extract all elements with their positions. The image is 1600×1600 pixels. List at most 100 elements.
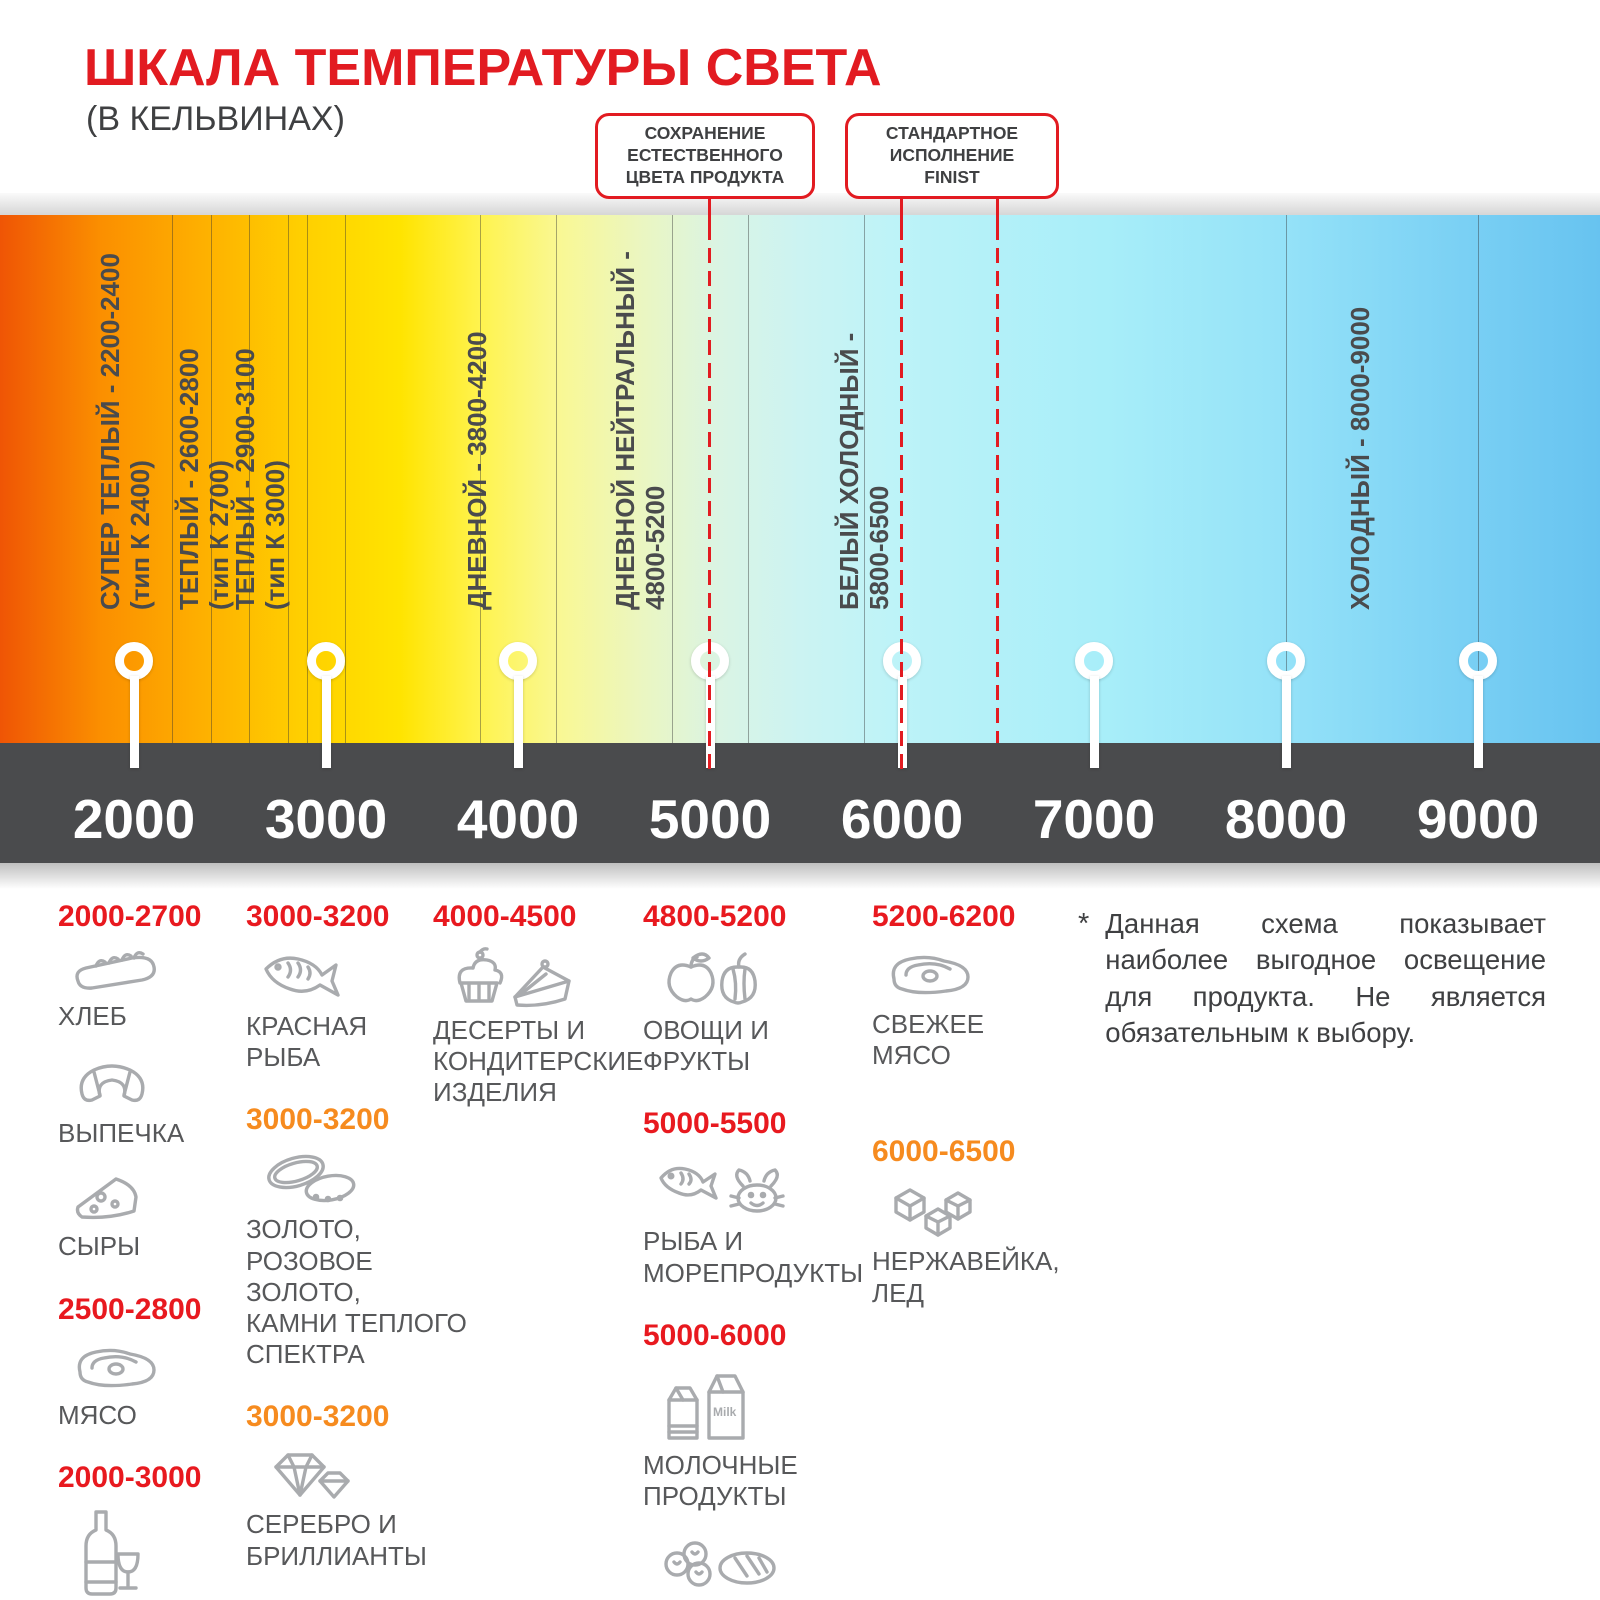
legend-item-label: МОЛОЧНЫЕ ПРОДУКТЫ <box>643 1449 798 1511</box>
tick-9000: 9000 <box>1416 788 1540 850</box>
zone-main: ТЕПЛЫЙ - 2600-2800 <box>174 348 204 610</box>
gridline-4200 <box>556 215 557 743</box>
zone-label-warm-3000: ТЕПЛЫЙ - 2900-3100 (тип К 3000) <box>230 348 290 610</box>
legend-item-label: МЯСО <box>58 1399 137 1430</box>
range-label: 5200-6200 <box>872 900 1016 933</box>
legend-item: ДЕСЕРТЫ И КОНДИТЕРСКИЕ ИЗДЕЛИЯ <box>433 945 648 1109</box>
gridline-4800 <box>672 215 673 743</box>
callout-1-connector <box>708 193 711 225</box>
legend-item: РЫБА И МОРЕПРОДУКТЫ <box>643 1152 873 1288</box>
range-label: 5000-6000 <box>643 1318 787 1352</box>
dessert-icon <box>457 947 571 1008</box>
legend-item-label: ВЫПЕЧКА <box>58 1118 185 1149</box>
tick-4000: 4000 <box>456 788 580 850</box>
gridline-3800 <box>480 215 481 743</box>
legend-item-label: РЫБА И МОРЕПРОДУКТЫ <box>643 1226 864 1288</box>
marker-stem <box>1089 676 1099 768</box>
range-label: 2000-3000 <box>58 1460 202 1494</box>
zone-label-daylight-neutral: ДНЕВНОЙ НЕЙТРАЛЬНЫЙ - 4800-5200 <box>610 251 670 610</box>
zone-label-daylight: ДНЕВНОЙ - 3800-4200 <box>462 331 492 610</box>
zone-label-cold-white: БЕЛЫЙ ХОЛОДНЫЙ - 5800-6500 <box>834 333 894 610</box>
legend-column-1: 2000-2700 ХЛЕБ ВЫПЕЧКА <box>58 900 243 1600</box>
gridline-9000 <box>1478 215 1479 743</box>
range-label: 2500-2800 <box>58 1292 202 1326</box>
legend-column-3: 4000-4500 ДЕСЕРТЫ И КОНДИТЕРСКИЕ ИЗДЕЛИЯ <box>433 900 648 1139</box>
range-label: 4800-5200 <box>643 900 787 933</box>
legend-item: АКОГОЛЬ <box>58 1506 243 1600</box>
zone-label-cold: ХОЛОДНЫЙ - 8000-9000 <box>1345 307 1375 610</box>
kelvin-axis-bar: 2000 3000 4000 5000 6000 7000 8000 9000 <box>0 743 1600 863</box>
callout-2-connector-b <box>996 193 999 225</box>
callout-natural-color: СОХРАНЕНИЕ ЕСТЕСТВЕННОГО ЦВЕТА ПРОДУКТА <box>595 113 815 199</box>
fresh-meat-icon <box>891 955 970 995</box>
footnote: * Данная схема показывает наиболее выгод… <box>1078 906 1546 1051</box>
legend-item: СЕРЕБРО И БРИЛЛИАНТЫ <box>246 1445 481 1571</box>
ice-icon <box>894 1188 972 1238</box>
temperature-gradient-bar: СУПЕР ТЕПЛЫЙ - 2200-2400 (тип К 2400) ТЕ… <box>0 215 1600 743</box>
legend-item: ХЛЕБ <box>58 945 243 1032</box>
gridline-2800 <box>288 215 289 743</box>
tick-3000: 3000 <box>264 788 388 850</box>
range-label: 3000-3200 <box>246 900 390 933</box>
tick-6000: 6000 <box>840 788 964 850</box>
gridline-2900 <box>307 215 308 743</box>
gradient-top-shadow <box>0 193 1600 215</box>
dashed-line-6500 <box>996 225 999 743</box>
legend-item-label: ХЛЕБ <box>58 1001 127 1031</box>
legend-item-label: СЫРЫ <box>58 1231 141 1262</box>
range-label: 4000-4500 <box>433 900 577 933</box>
marker-ring <box>1267 642 1305 680</box>
legend-item: ОВОЩИ И ФРУКТЫ <box>643 945 873 1077</box>
page-subtitle: (В КЕЛЬВИНАХ) <box>86 100 345 138</box>
range-label: 6000-6500 <box>872 1135 1016 1169</box>
red-fish-icon <box>264 956 340 997</box>
gridline-5200 <box>748 215 749 743</box>
dashed-line-6000 <box>900 225 903 770</box>
tick-2000: 2000 <box>72 788 196 850</box>
marker-stem <box>1281 676 1291 768</box>
zone-main: СУПЕР ТЕПЛЫЙ - 2200-2400 <box>95 253 125 610</box>
zone-sub: (тип К 2400) <box>125 460 155 610</box>
range-label: 3000-3200 <box>246 1400 390 1434</box>
range-label: 2000-2700 <box>58 900 202 933</box>
zone-main: ХОЛОДНЫЙ - 8000-9000 <box>1345 306 1375 610</box>
dairy-icon: Milk <box>667 1374 745 1440</box>
zone-main: ТЕПЛЫЙ - 2900-3100 <box>230 348 260 610</box>
zone-main: ДНЕВНОЙ НЕЙТРАЛЬНЫЙ - <box>610 251 640 610</box>
zone-label-super-warm: СУПЕР ТЕПЛЫЙ - 2200-2400 (тип К 2400) <box>95 253 155 610</box>
legend-item-label: СВЕЖЕЕ МЯСО <box>872 1009 985 1071</box>
gridline-3100 <box>345 215 346 743</box>
legend-item: МЯСО <box>58 1338 243 1431</box>
legend-column-2: 3000-3200 КРАСНАЯ РЫБА 3000-3200 З <box>246 900 481 1600</box>
bread-icon <box>75 950 156 990</box>
dashed-line-5000 <box>708 225 711 770</box>
svg-text:Milk: Milk <box>713 1405 737 1419</box>
gridline-2200 <box>172 215 173 743</box>
legend-item: КРАСНАЯ РЫБА <box>246 945 481 1073</box>
callout-2-connector-a <box>900 193 903 225</box>
footnote-asterisk: * <box>1078 908 1090 940</box>
callout-finist-standard: СТАНДАРТНОЕ ИСПОЛНЕНИЕ FINIST <box>845 113 1059 199</box>
zone-main: ДНЕВНОЙ - 3800-4200 <box>462 331 492 610</box>
zone-sub: 5800-6500 <box>864 485 894 610</box>
legend-item: Milk МОЛОЧНЫЕ ПРОДУКТЫ <box>643 1364 873 1512</box>
legend-item-label: НЕРЖАВЕЙКА, ЛЕД <box>872 1246 1060 1308</box>
gridline-2600 <box>249 215 250 743</box>
legend-item: ЗОЛОТО, РОЗОВОЕ ЗОЛОТО, КАМНИ ТЕПЛОГО СП… <box>246 1148 481 1370</box>
legend-item: НЕРЖАВЕЙКА, ЛЕД <box>872 1180 1072 1308</box>
legend-item: ЗАМОРОЖЕННЫЕ ПОЛУФАБРИКАТЫ <box>643 1530 873 1600</box>
vegetables-icon <box>667 952 757 1005</box>
legend-item-label: ЗОЛОТО, РОЗОВОЕ ЗОЛОТО, КАМНИ ТЕПЛОГО СП… <box>246 1214 467 1370</box>
legend-item: СВЕЖЕЕ МЯСО <box>872 945 1072 1071</box>
gridline-8000 <box>1286 215 1287 743</box>
marker-ring <box>499 642 537 680</box>
marker-stem <box>1473 676 1483 768</box>
croissant-icon <box>79 1064 145 1103</box>
diamond-icon <box>274 1453 350 1500</box>
frozen-icon <box>664 1541 776 1587</box>
legend-item-label: КРАСНАЯ РЫБА <box>246 1011 368 1073</box>
meat-icon <box>77 1348 156 1387</box>
seafood-icon <box>659 1167 785 1214</box>
marker-ring <box>115 642 153 680</box>
